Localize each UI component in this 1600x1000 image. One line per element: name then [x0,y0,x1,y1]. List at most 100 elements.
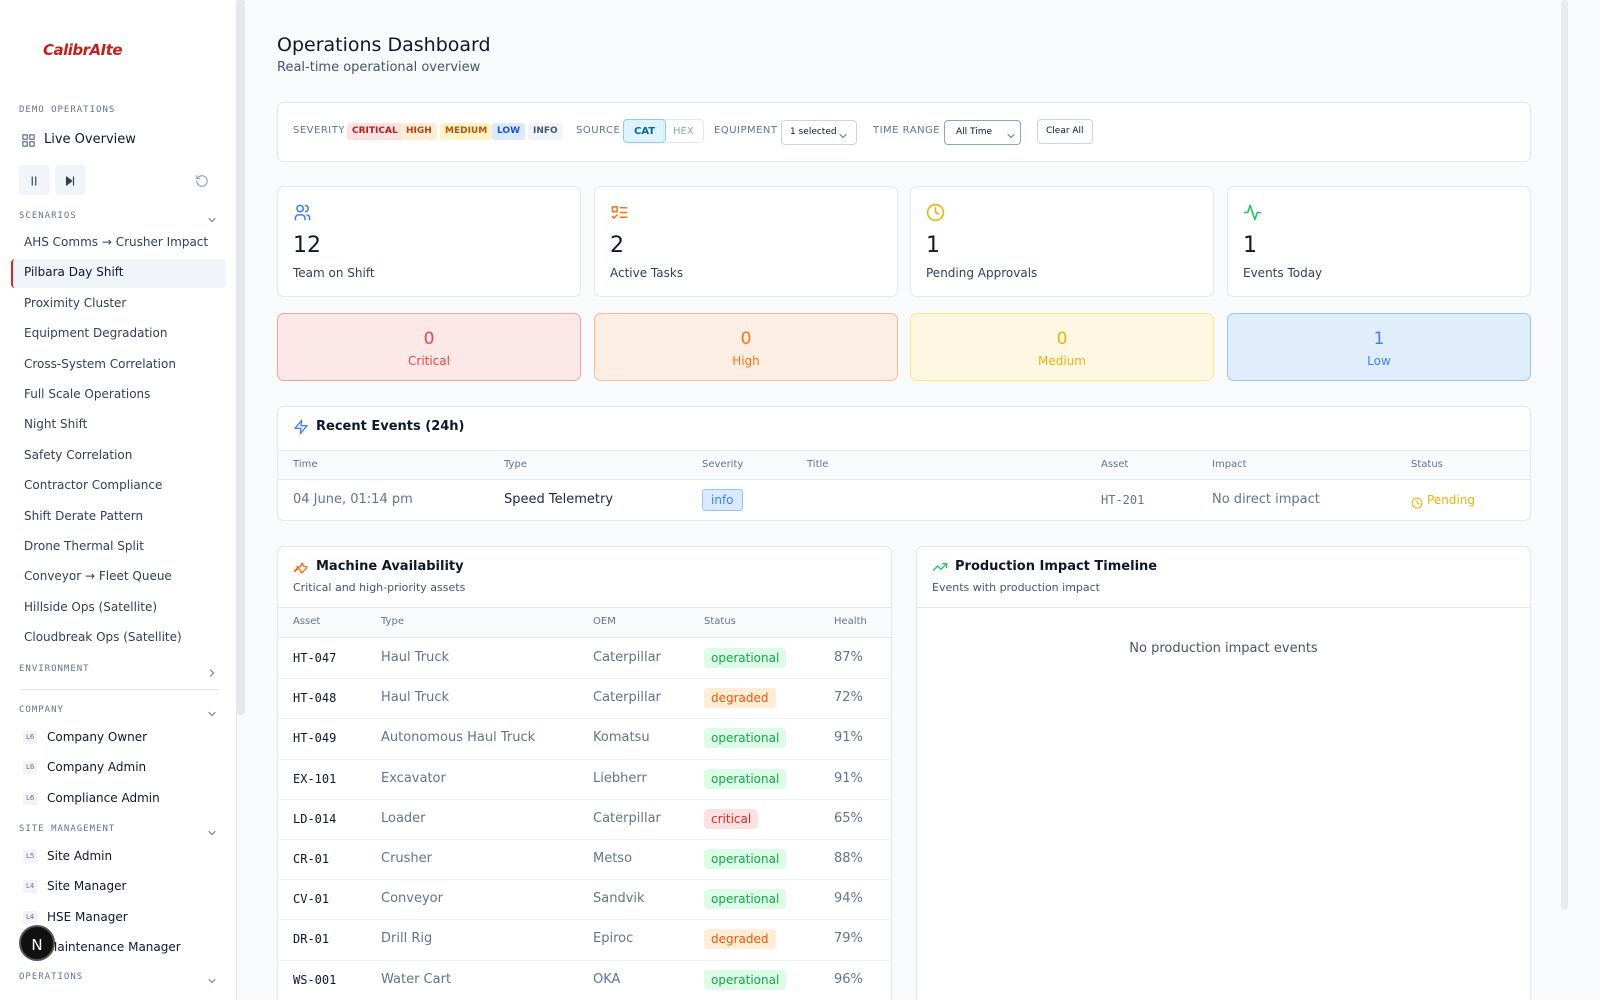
scenario-item[interactable]: Proximity Cluster [24,295,127,310]
asset-type: Excavator [381,770,446,786]
asset-type: Drill Rig [381,931,433,947]
source-chip[interactable]: CAT [623,119,667,143]
icon [208,979,216,983]
severity-chip[interactable]: INFO [528,123,563,140]
asset-oem: Metso [593,851,633,866]
scenario-item[interactable]: Full Scale Operations [24,387,151,401]
asset-oem: Liebherr [593,770,647,786]
asset-type: Haul Truck [381,690,450,706]
role-item[interactable]: Maintenance Manager [47,940,181,955]
chevron [206,664,218,677]
row-divider [278,798,891,800]
severity-name: Medium [1038,354,1086,368]
equipment-select[interactable] [781,120,857,145]
severity-name: Low [1367,354,1391,368]
icon [208,712,216,716]
scenario-item[interactable]: Drone Thermal Split [24,539,144,553]
clear-button[interactable]: Clear All [1037,119,1093,144]
event-asset: HT-201 [1101,493,1145,507]
source-chip[interactable]: HEX [663,119,704,143]
severity-count: 0 [1056,329,1068,349]
asset-status: operational [704,849,787,869]
asset-oem: Epiroc [593,931,634,947]
column-header: Asset [293,616,321,627]
stat-card [910,186,1214,297]
asset-status: critical [704,808,759,829]
severity-chip[interactable]: MEDIUM [440,123,493,140]
severity-count: 0 [423,329,435,349]
stat-value: 12 [293,233,321,258]
asset-type: Conveyor [381,891,443,907]
sidebar-scrollbar [237,0,245,715]
asset-health: 87% [834,650,863,665]
column-header: Severity [702,459,744,470]
asset-id: LD-014 [293,811,337,826]
asset-health: 65% [834,810,863,826]
asset-health: 94% [834,891,863,907]
role-item[interactable]: Company Owner [47,730,148,744]
active-highlight [11,259,226,288]
icon [932,563,948,571]
level-badge: L6 [23,731,38,744]
row-divider [278,959,891,961]
scenario-item[interactable]: Hillside Ops (Satellite) [24,599,158,614]
scenario-item[interactable]: Contractor Compliance [24,478,163,493]
icon [1007,134,1015,138]
row-divider [278,839,891,840]
stat-card [277,186,581,297]
avatar-button[interactable]: N [19,925,55,961]
asset-id: HT-047 [293,651,337,665]
panel-subtitle: Events with production impact [932,581,1100,594]
scenario-item[interactable]: Equipment Degradation [24,326,168,341]
role-item[interactable]: HSE Manager [47,909,128,924]
scenario-item[interactable]: Conveyor → Fleet Queue [24,569,172,584]
severity-chip[interactable]: LOW [492,123,525,140]
icon [926,203,945,221]
icon [31,176,37,186]
asset-status: operational [704,889,787,910]
time-select[interactable] [944,120,1021,145]
asset-oem: Caterpillar [593,810,661,826]
asset-health: 79% [834,931,863,947]
column-header: Time [293,459,318,470]
asset-type: Water Cart [381,971,452,987]
icon [611,205,628,219]
row-divider [278,919,891,921]
scenario-item[interactable]: Cross-System Correlation [24,356,176,371]
nav-item[interactable]: Live Overview [44,132,136,147]
severity-chip[interactable]: CRITICAL [347,123,403,140]
role-item[interactable]: Compliance Admin [47,790,160,805]
trend-icon [932,559,948,575]
scenario-item[interactable]: Shift Derate Pattern [24,508,144,523]
icon [304,204,311,220]
icon [294,213,306,220]
scenario-item[interactable]: Pilbara Day Shift [24,265,124,280]
role-item[interactable]: Site Admin [47,849,113,863]
asset-id: EX-101 [293,771,337,786]
stat-icon [926,203,945,222]
event-status: Pending [1427,493,1475,507]
severity-chip[interactable]: HIGH [401,123,437,140]
icon [1411,497,1423,509]
role-item[interactable]: Site Manager [47,879,127,894]
icon [65,176,75,186]
asset-health: 88% [834,851,863,866]
icon [293,562,308,574]
icon [196,175,208,187]
scenario-item[interactable]: AHS Comms → Crusher Impact [24,235,209,249]
asset-status: operational [704,768,787,789]
icon [611,206,628,219]
scenario-item[interactable]: Safety Correlation [24,447,133,462]
icon [208,831,216,835]
stat-label: Team on Shift [293,266,375,280]
pause-button[interactable] [19,165,50,195]
scenario-item[interactable]: Night Shift [24,417,88,432]
time-value: All Time [956,127,993,137]
section-heading: OPERATIONS [19,972,84,982]
asset-health: 91% [834,770,863,786]
scenario-item[interactable]: Cloudbreak Ops (Satellite) [24,630,182,645]
asset-oem: Caterpillar [593,690,661,706]
level-badge: L5 [23,850,38,863]
role-item[interactable]: Company Admin [47,760,147,775]
column-header: Status [1411,459,1443,470]
